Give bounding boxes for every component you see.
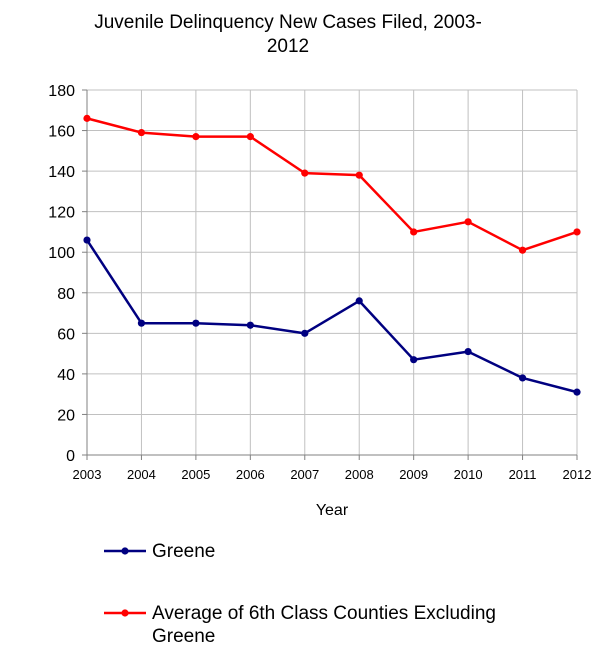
series-greene <box>83 236 581 396</box>
data-point <box>573 388 581 396</box>
data-point <box>83 236 91 244</box>
data-point <box>573 228 581 236</box>
series-sixth-class-average <box>83 114 581 254</box>
data-point <box>410 228 418 236</box>
x-tick-labels: 2003 2004 2005 2006 2007 2008 2009 2010 2011 2012 <box>73 467 592 482</box>
data-point <box>246 133 254 141</box>
legend-item: Greene <box>104 541 215 562</box>
y-tick-label: 40 <box>57 367 75 384</box>
y-tick-labels: 0 20 40 60 80 100 120 140 160 180 <box>48 83 75 465</box>
x-tick-label: 2008 <box>345 467 374 482</box>
x-tick-label: 2011 <box>509 467 537 482</box>
data-point <box>192 133 200 141</box>
legend-swatch-marker <box>121 547 129 555</box>
data-point <box>246 321 254 329</box>
legend-item: Average of 6th Class Counties ExcludingG… <box>104 603 496 647</box>
y-tick-label: 120 <box>48 205 75 222</box>
series-line <box>85 239 578 394</box>
y-axis-label: Number of New Cases Filed <box>5 175 22 375</box>
y-tick-label: 140 <box>48 164 75 181</box>
data-point <box>83 114 91 122</box>
y-tick-label: 100 <box>48 245 75 262</box>
y-tick-label: 20 <box>57 407 75 424</box>
legend-label: Greene <box>152 626 215 647</box>
series-line <box>86 117 578 252</box>
x-tick-label: 2006 <box>236 467 265 482</box>
x-tick-label: 2009 <box>399 467 428 482</box>
chart-title: Juvenile Delinquency New Cases Filed, 20… <box>94 12 482 57</box>
data-point <box>355 297 363 305</box>
y-tick-label: 160 <box>48 124 75 141</box>
series <box>83 114 581 396</box>
data-point <box>518 246 527 254</box>
x-tick-label: 2010 <box>454 467 483 482</box>
y-tick-label: 0 <box>66 448 75 465</box>
legend-label: Average of 6th Class Counties Excluding <box>152 603 496 624</box>
data-point <box>137 319 146 327</box>
grid <box>86 89 578 456</box>
x-tick-label: 2012 <box>563 467 592 482</box>
legend-label: Greene <box>152 541 215 562</box>
y-tick-label: 60 <box>57 326 75 343</box>
data-point <box>464 347 472 356</box>
data-point <box>137 128 146 137</box>
y-tick-label: 80 <box>57 286 75 303</box>
data-point <box>301 169 309 177</box>
data-point <box>192 319 200 327</box>
x-axis-label: Year <box>316 502 349 519</box>
x-tick-label: 2007 <box>290 467 319 482</box>
legend-swatch-marker <box>121 609 129 617</box>
data-point <box>355 171 363 179</box>
y-tick-label: 180 <box>48 83 75 100</box>
axes <box>82 89 578 460</box>
x-tick-label: 2004 <box>127 467 156 482</box>
x-tick-label: 2005 <box>181 467 210 482</box>
x-tick-label: 2003 <box>73 467 102 482</box>
data-point <box>410 356 418 364</box>
data-point <box>518 374 527 382</box>
chart-title-line: 2012 <box>267 36 309 57</box>
data-point <box>301 329 309 337</box>
chart-title-line: Juvenile Delinquency New Cases Filed, 20… <box>94 12 482 33</box>
data-point <box>464 218 472 226</box>
